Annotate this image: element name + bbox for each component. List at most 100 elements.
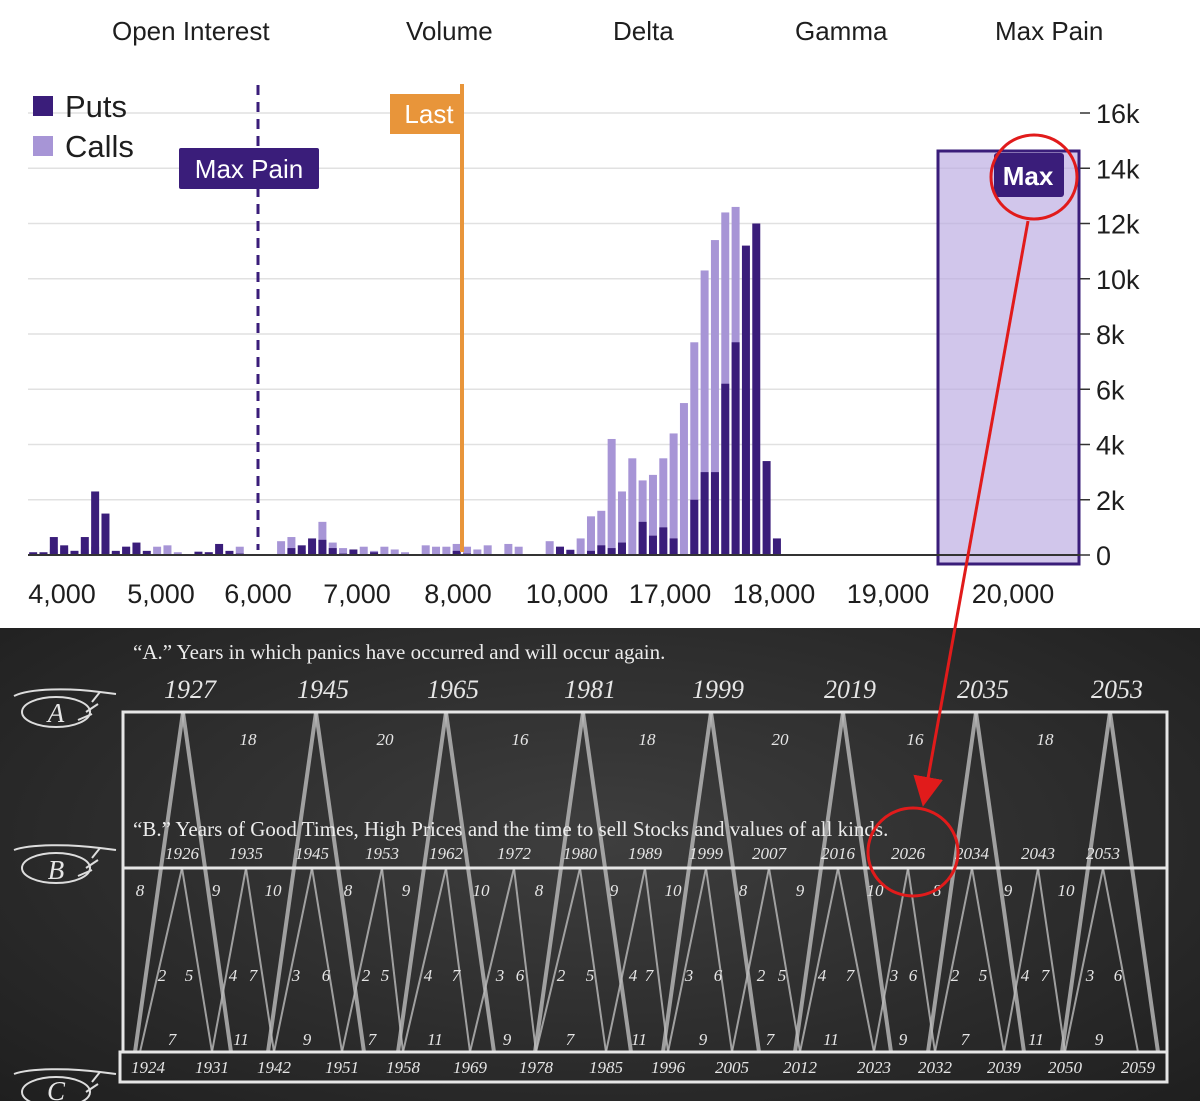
calls-bar [339, 548, 348, 555]
cycle-line [1064, 867, 1104, 1053]
cycle-line [181, 711, 233, 1053]
puts-bar [741, 245, 750, 555]
cycle-line [139, 867, 183, 1053]
y-tick-label: 10k [1096, 265, 1140, 295]
pointer-hand-c: C [13, 1068, 117, 1101]
inner-number: 7 [249, 966, 259, 985]
x-tick-label: 4,000 [28, 579, 96, 609]
good-times-year: 2043 [1021, 844, 1055, 863]
calls-bar [679, 403, 688, 555]
bottom-number: 9 [1095, 1030, 1104, 1049]
y-tick-label: 8k [1096, 320, 1125, 350]
calls-bar [669, 433, 678, 555]
good-times-year: 2034 [955, 844, 990, 863]
bottom-number: 11 [427, 1030, 443, 1049]
bottom-year: 2059 [1121, 1058, 1156, 1077]
tab-delta[interactable]: Delta [613, 16, 674, 46]
panic-interval: 16 [907, 730, 925, 749]
good-times-year: 2026 [891, 844, 926, 863]
calls-bar [153, 546, 162, 555]
puts-bar [721, 383, 730, 555]
good-times-year: 1935 [229, 844, 263, 863]
side-number: 8 [535, 881, 544, 900]
bottom-year: 1942 [257, 1058, 292, 1077]
bottom-number: 7 [566, 1030, 576, 1049]
calls-bar [504, 543, 513, 555]
inner-number: 2 [757, 966, 766, 985]
cycle-line [1060, 711, 1112, 1053]
calls-bar [721, 212, 730, 555]
puts-bar [752, 223, 761, 555]
panic-interval: 20 [377, 730, 395, 749]
cycle-line [444, 711, 496, 1053]
bottom-year: 2005 [715, 1058, 749, 1077]
calls-bar [401, 552, 410, 555]
calls-bar [390, 549, 399, 555]
cycle-line [341, 867, 383, 1053]
inner-number: 6 [322, 966, 331, 985]
cycle-line [1102, 867, 1139, 1053]
puts-bar [49, 537, 58, 555]
panic-interval: 18 [240, 730, 258, 749]
cycle-line [133, 711, 185, 1053]
puts-bar [762, 461, 771, 555]
good-times-year: 2007 [752, 844, 788, 863]
calls-bar [514, 546, 523, 555]
tab-volume[interactable]: Volume [406, 16, 493, 46]
calls-bar [442, 546, 451, 555]
bottom-year: 2050 [1048, 1058, 1083, 1077]
inner-number: 3 [1085, 966, 1095, 985]
cycle-line [1108, 711, 1160, 1053]
panic-interval: 18 [1037, 730, 1055, 749]
side-number: 10 [265, 881, 283, 900]
cycle-line [314, 711, 366, 1053]
panic-year: 1999 [692, 675, 744, 704]
side-number: 10 [473, 881, 491, 900]
puts-bar [142, 550, 151, 555]
tab-max-pain[interactable]: Max Pain [995, 16, 1104, 46]
calls-bar [710, 240, 719, 555]
good-times-year: 1989 [628, 844, 663, 863]
max-range-highlight [938, 151, 1079, 564]
cycle-line [535, 867, 581, 1053]
inner-number: 3 [684, 966, 694, 985]
calls-bar [586, 516, 595, 555]
calls-bar [690, 342, 699, 555]
inner-number: 7 [645, 966, 655, 985]
cycle-line [581, 711, 633, 1053]
bottom-year: 1969 [453, 1058, 488, 1077]
pointer-letter-b: B [48, 855, 65, 885]
puts-bar [659, 527, 668, 555]
bottom-number: 7 [168, 1030, 178, 1049]
calls-bar [452, 543, 461, 555]
bottom-number: 9 [899, 1030, 908, 1049]
tab-gamma[interactable]: Gamma [795, 16, 888, 46]
puts-bar [80, 537, 89, 555]
inner-number: 2 [557, 966, 566, 985]
puts-bar [710, 472, 719, 555]
cycle-line [644, 867, 669, 1053]
bottom-year: 1958 [386, 1058, 421, 1077]
tab-open-interest[interactable]: Open Interest [112, 16, 270, 46]
side-number: 9 [796, 881, 805, 900]
panic-cycle-image: “A.” Years in which panics have occurred… [0, 628, 1200, 1101]
puts-bar [297, 545, 306, 555]
bottom-number: 11 [823, 1030, 839, 1049]
puts-bar [287, 548, 296, 555]
side-number: 8 [344, 881, 353, 900]
puts-bar [215, 543, 224, 555]
puts-bar [328, 548, 337, 555]
bottom-year: 1924 [131, 1058, 166, 1077]
x-tick-label: 5,000 [127, 579, 195, 609]
y-tick-label: 12k [1096, 210, 1140, 240]
good-times-year: 1953 [365, 844, 399, 863]
calls-bar [173, 552, 182, 555]
bottom-number: 7 [766, 1030, 776, 1049]
good-times-year: 1945 [295, 844, 329, 863]
last-label-box [390, 94, 464, 134]
puts-bar [349, 549, 358, 555]
puts-bar [607, 548, 616, 555]
x-tick-label: 6,000 [224, 579, 292, 609]
row-c-frame [118, 1050, 1169, 1084]
puts-bar [122, 546, 131, 555]
